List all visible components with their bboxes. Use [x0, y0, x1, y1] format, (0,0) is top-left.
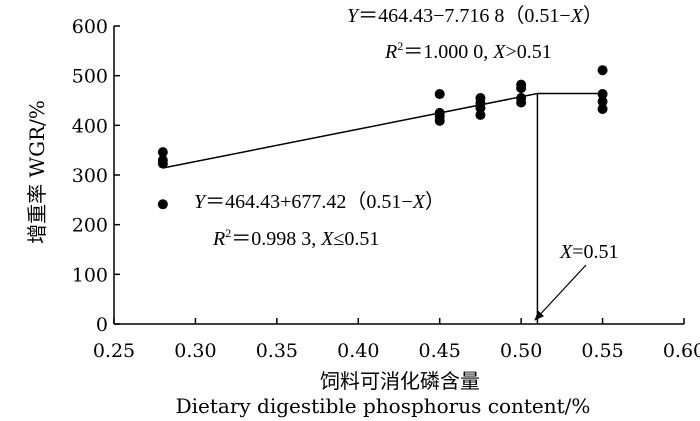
lower-r2-sup: 2 — [225, 226, 231, 240]
y-tick-label: 200 — [72, 215, 108, 237]
lower-eq-x: X — [412, 191, 426, 213]
upper-r2-x: X — [492, 41, 506, 63]
fit-segment — [162, 92, 538, 169]
fit-lines — [162, 92, 603, 169]
x-axis-title-cn: 饲料可消化磷含量 — [320, 369, 480, 393]
y-tick-label: 600 — [72, 16, 108, 38]
data-point — [434, 89, 445, 100]
lower-eq-body: ＝464.43+677.42（0.51− — [205, 190, 413, 213]
data-point — [516, 97, 527, 108]
y-tick-label: 0 — [96, 314, 108, 336]
upper-r2-cond: >0.51 — [505, 41, 551, 63]
data-point — [475, 102, 486, 113]
upper-eq-y: Y — [347, 5, 360, 27]
x-tick-label: 0.45 — [419, 340, 461, 362]
breakpoint-label-value: =0.51 — [572, 241, 618, 263]
upper-r2-r: R — [384, 41, 397, 63]
y-axis-title: 增重率 WGR/% — [25, 100, 49, 244]
data-point — [597, 65, 608, 76]
x-axis-title-en: Dietary digestible phosphorus content/% — [176, 394, 591, 418]
upper-eq-body: ＝464.43−7.716 8（0.51− — [358, 4, 571, 27]
data-points — [157, 65, 608, 210]
data-point — [157, 147, 168, 158]
lower-eq-close: ） — [425, 190, 445, 213]
data-point — [597, 96, 608, 107]
x-tick-label: 0.35 — [256, 340, 298, 362]
lower-r2-x: X — [320, 228, 334, 250]
x-tick-label: 0.30 — [174, 340, 216, 362]
breakpoint-arrow — [534, 264, 587, 321]
lower-equation: Y＝464.43+677.42（0.51−X） — [194, 190, 445, 213]
y-tick-label: 100 — [72, 264, 108, 286]
x-tick-label: 0.40 — [337, 340, 379, 362]
x-tick-label: 0.50 — [500, 340, 542, 362]
breakpoint-label: X=0.51 — [559, 241, 619, 263]
y-ticks: 0 100 200 300 400 500 600 — [72, 16, 120, 336]
lower-r2-body: ＝0.998 3, — [231, 228, 321, 250]
x-ticks: 0.25 0.30 0.35 0.40 0.45 0.50 0.55 0.60 — [93, 318, 700, 362]
breakpoint-label-x: X — [559, 241, 573, 263]
data-point — [516, 83, 527, 94]
data-point — [597, 103, 608, 114]
upper-eq-x: X — [570, 5, 584, 27]
y-tick-label: 300 — [72, 165, 108, 187]
y-tick-label: 500 — [72, 66, 108, 88]
lower-r2-r: R — [212, 228, 225, 250]
upper-r2-sup: 2 — [397, 39, 403, 53]
lower-r2-cond: ≤0.51 — [333, 228, 379, 250]
data-point — [597, 89, 608, 100]
data-point — [475, 109, 486, 120]
y-tick-label: 400 — [72, 115, 108, 137]
upper-r2-body: ＝1.000 0, — [403, 41, 493, 63]
x-tick-label: 0.25 — [93, 340, 135, 362]
lower-eq-y: Y — [194, 191, 207, 213]
x-tick-label: 0.60 — [663, 340, 700, 362]
lower-r2: R2＝0.998 3, X≤0.51 — [212, 226, 379, 250]
data-point — [434, 115, 445, 126]
upper-equation: Y＝464.43−7.716 8（0.51−X） — [347, 4, 603, 27]
upper-r2: R2＝1.000 0, X>0.51 — [384, 39, 552, 63]
data-point — [157, 158, 168, 169]
upper-eq-close: ） — [583, 4, 603, 27]
x-tick-label: 0.55 — [581, 340, 623, 362]
data-point — [157, 199, 168, 210]
